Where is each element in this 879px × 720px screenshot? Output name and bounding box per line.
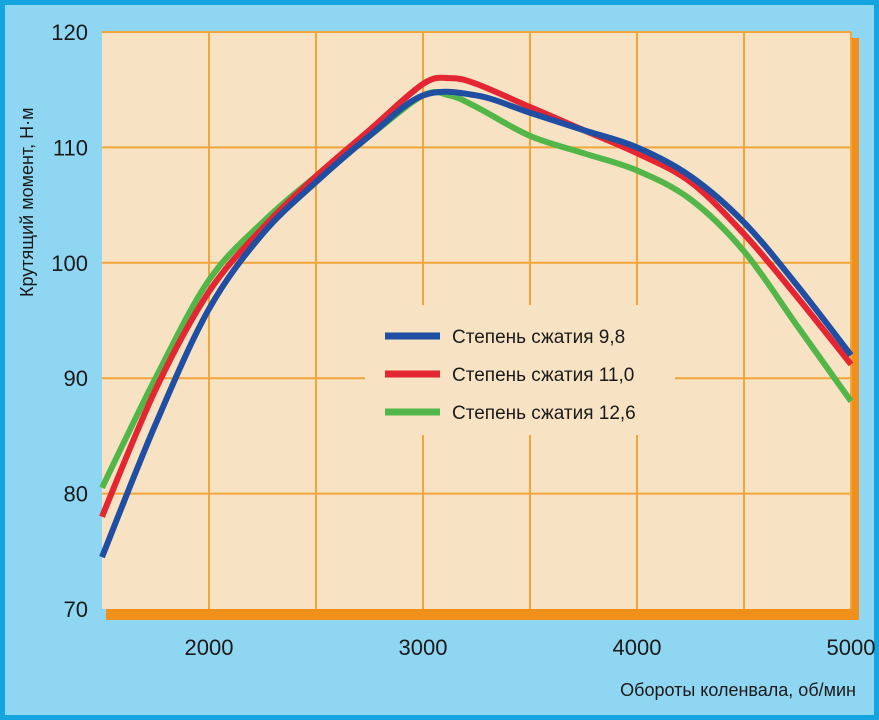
- y-tick-label: 90: [64, 366, 88, 391]
- legend: Степень сжатия 9,8 Степень сжатия 11,0 Сте…: [365, 305, 675, 435]
- y-tick-label: 120: [51, 20, 88, 45]
- legend-label: Степень сжатия 11,0: [452, 365, 634, 386]
- x-tick-label: 2000: [185, 635, 234, 660]
- series-lines: [99, 74, 854, 559]
- legend-label: Степень сжатия 12,6: [452, 403, 636, 424]
- y-tick-label: 100: [51, 251, 88, 276]
- series-line-2: [99, 74, 854, 518]
- x-axis-label: Обороты коленвала, об/мин: [620, 680, 856, 700]
- y-tick-labels: 70 80 90 100 110 120: [51, 20, 88, 622]
- legend-label: Степень сжатия 9,8: [452, 327, 625, 348]
- x-tick-labels: 2000 3000 4000 5000: [185, 635, 876, 660]
- series-line-3: [99, 89, 854, 490]
- y-tick-label: 110: [53, 135, 88, 160]
- y-tick-label: 70: [64, 597, 88, 622]
- x-tick-label: 3000: [399, 635, 448, 660]
- x-tick-label: 5000: [827, 635, 876, 660]
- y-tick-label: 80: [64, 482, 88, 507]
- y-axis-label: Крутящий момент, Н·м: [17, 107, 37, 297]
- x-tick-label: 4000: [613, 635, 662, 660]
- series-line-1: [99, 88, 854, 559]
